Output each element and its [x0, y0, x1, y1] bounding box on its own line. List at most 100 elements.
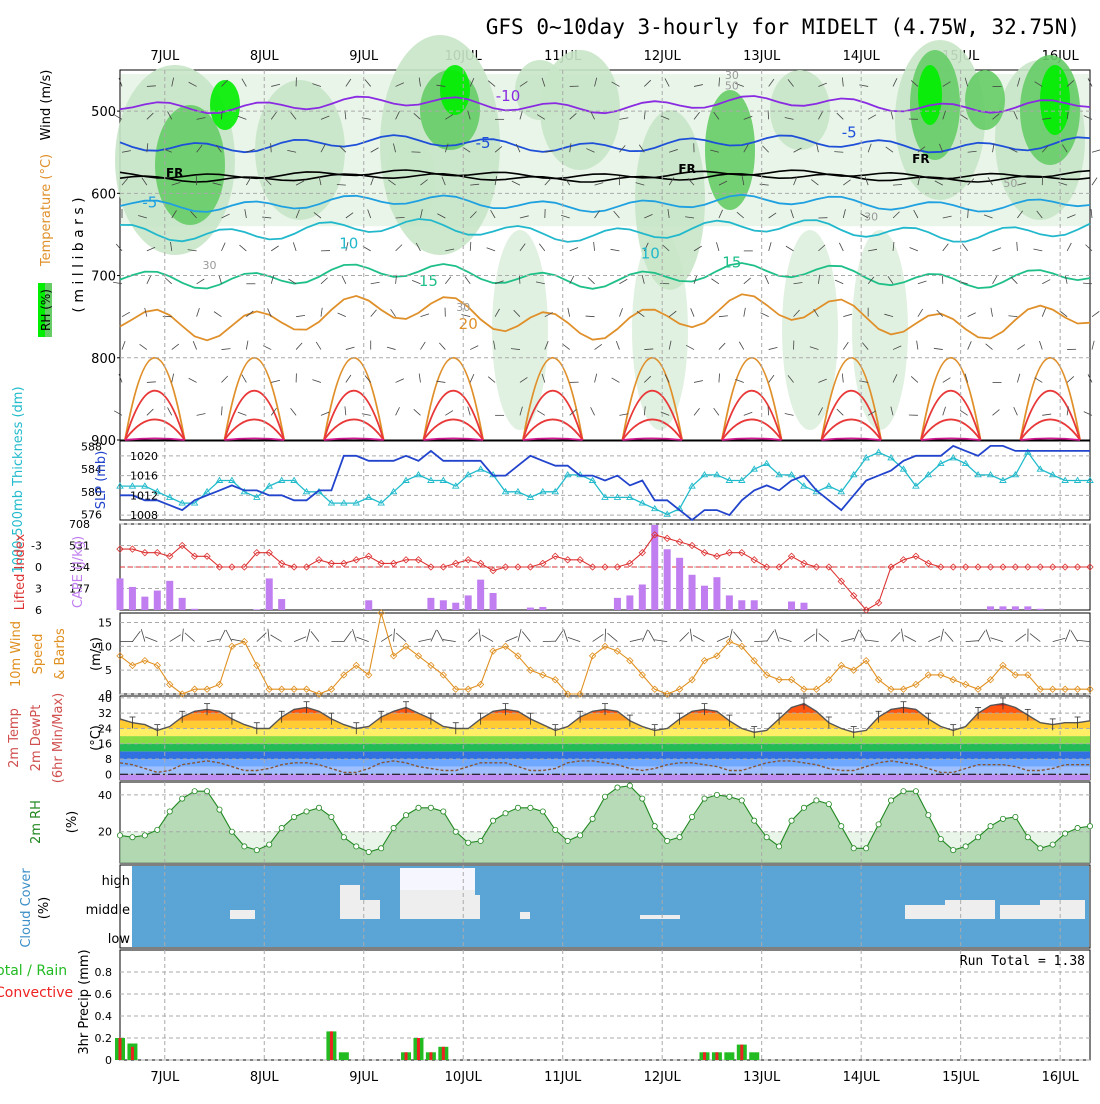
rh2m-point — [130, 835, 135, 840]
rh2m-point — [1025, 835, 1030, 840]
xtick-top-7JUL: 7JUL — [150, 49, 180, 64]
rh-shade-5 — [440, 65, 470, 115]
lifted-ytick-6: 6 — [35, 604, 42, 617]
cape-bar — [701, 586, 708, 610]
precip-convective-bar — [131, 1047, 134, 1060]
rh2m-point — [901, 789, 906, 794]
temp-ytick-8: 8 — [105, 753, 112, 766]
temp-band-2 — [120, 759, 1090, 767]
isotherm-label-3: FR — [166, 166, 183, 180]
rh2m-point — [217, 807, 222, 812]
cape-bar — [365, 600, 372, 610]
rh2m-point — [789, 818, 794, 823]
precip-total-bar — [749, 1052, 759, 1060]
xtick-bottom-14JUL: 14JUL — [843, 1070, 881, 1085]
cloud-patch-7 — [470, 895, 480, 919]
rh2m-point — [951, 848, 956, 853]
ylabel-millibars: ( m i l l i b a r s ) — [71, 197, 87, 312]
rh2m-point — [814, 798, 819, 803]
ylabel-cloud-unit: (%) — [37, 897, 52, 920]
ylabel-cloud: Cloud Cover — [19, 868, 34, 948]
rh-shade-8 — [705, 90, 755, 210]
precip-convective-bar — [703, 1052, 706, 1060]
rh2m-point — [453, 829, 458, 834]
rh2m-point — [926, 813, 931, 818]
upper-ytick-500: 500 — [91, 105, 116, 120]
xtick-bottom-13JUL: 13JUL — [743, 1070, 781, 1085]
xtick-bottom-7JUL: 7JUL — [150, 1070, 180, 1085]
ylabel-dewpt: 2m DewPt — [29, 705, 44, 772]
rh2m-point — [204, 789, 209, 794]
cape-bar — [266, 578, 273, 610]
temp-band-1 — [120, 767, 1090, 775]
slp-ytick-1016: 1016 — [130, 470, 158, 483]
rh2m-point — [167, 809, 172, 814]
cloud-level-middle: middle — [86, 903, 130, 918]
upper-ytick-700: 700 — [91, 270, 116, 285]
lifted-ytick--3: -3 — [31, 540, 42, 553]
temp-ytick-40: 40 — [98, 692, 112, 705]
rh2m-point — [142, 833, 147, 838]
temp-band-3 — [120, 751, 1090, 759]
rh2m-point — [1038, 846, 1043, 851]
upper-wind-barb — [1091, 209, 1092, 218]
rh2m-point — [528, 805, 533, 810]
xtick-bottom-15JUL: 15JUL — [942, 1070, 980, 1085]
cape-bar — [465, 595, 472, 610]
ylabel-precip: 3hr Precip (mm) — [77, 949, 92, 1054]
cape-bar — [664, 549, 671, 610]
rh2m-point — [267, 842, 272, 847]
upper-ytick-600: 600 — [91, 187, 116, 202]
ylabel-temp-unit: (°C) — [89, 725, 104, 751]
cape-ytick-708: 708 — [69, 518, 90, 531]
rh2m-point — [540, 809, 545, 814]
rh2m-point — [640, 796, 645, 801]
rh2m-point — [578, 833, 583, 838]
precip-ytick-0.4: 0.4 — [95, 1010, 113, 1023]
rh2m-point — [752, 818, 757, 823]
rh2m-point — [391, 825, 396, 830]
rh2m-point — [478, 838, 483, 843]
rh2m-ytick-40: 40 — [98, 789, 112, 802]
slp-ytick-1008: 1008 — [130, 509, 158, 522]
precip-total-bar — [339, 1052, 349, 1060]
isotherm-label-1: -5 — [476, 134, 491, 152]
lifted-ytick-0: 0 — [35, 561, 42, 574]
isotherm-label-7: 10 — [339, 234, 358, 252]
ylabel-rh: RH (%) — [39, 289, 53, 331]
rh2m-point — [739, 798, 744, 803]
rh2m-point — [515, 805, 520, 810]
rh2m-point — [689, 814, 694, 819]
upper-wind-barb — [1092, 150, 1100, 152]
rh2m-point — [466, 840, 471, 845]
xtick-top-14JUL: 14JUL — [843, 49, 881, 64]
cape-bar — [738, 600, 745, 610]
isotherm-label-9: 15 — [419, 272, 438, 290]
rh2m-point — [851, 846, 856, 851]
cloud-patch-6 — [420, 885, 450, 919]
rh2m-point — [490, 818, 495, 823]
cape-bar — [800, 603, 807, 610]
cloud-level-high: high — [102, 874, 130, 889]
rh-contour-label-2: 50 — [1003, 177, 1017, 190]
xtick-bottom-10JUL: 10JUL — [445, 1070, 483, 1085]
isotherm-label-8: 10 — [641, 244, 660, 262]
precip-legend-total: Total / Rain — [0, 963, 67, 979]
wind-ytick-15: 15 — [98, 617, 112, 630]
rh2m-point — [553, 827, 558, 832]
precip-convective-bar — [429, 1052, 432, 1060]
rh2m-point — [329, 814, 334, 819]
xtick-top-8JUL: 8JUL — [250, 49, 280, 64]
rh2m-point — [1000, 816, 1005, 821]
rh2m-point — [963, 844, 968, 849]
rh2m-point — [565, 838, 570, 843]
cape-bar — [539, 607, 546, 610]
rh-contour-label-3: 30 — [864, 210, 878, 223]
rh2m-point — [1087, 824, 1092, 829]
cape-bar — [179, 598, 186, 610]
isotherm-label-5: FR — [912, 152, 929, 166]
cape-bar — [1012, 606, 1019, 610]
xtick-bottom-9JUL: 9JUL — [349, 1070, 379, 1085]
